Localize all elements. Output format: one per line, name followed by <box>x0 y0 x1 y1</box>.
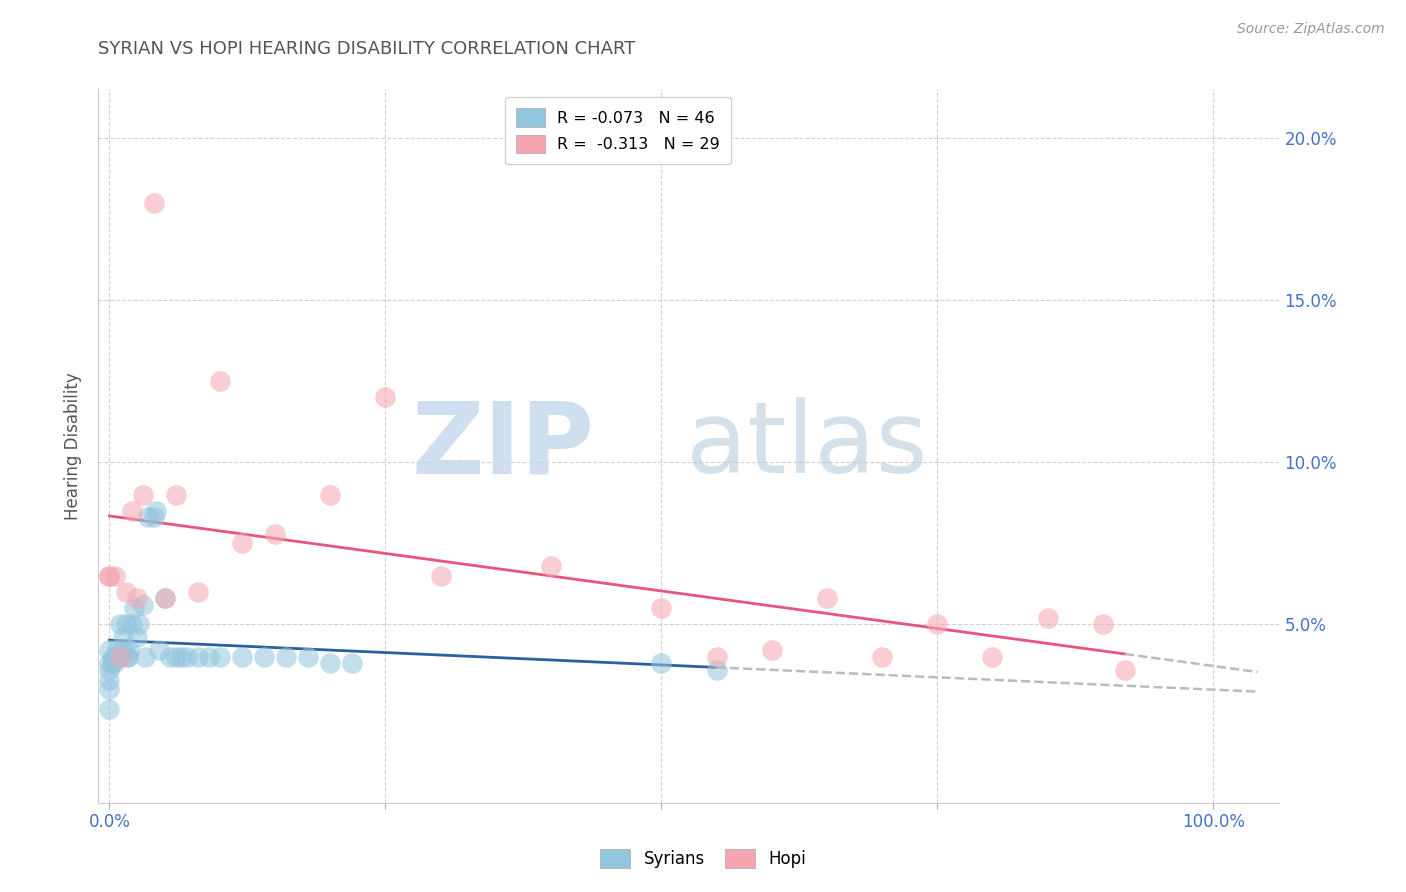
Point <box>374 390 396 404</box>
Legend: R = -0.073   N = 46, R =  -0.313   N = 29: R = -0.073 N = 46, R = -0.313 N = 29 <box>505 97 731 164</box>
Point <box>319 488 342 502</box>
Point <box>153 591 176 606</box>
Point <box>108 649 131 664</box>
Point <box>264 526 287 541</box>
Text: Source: ZipAtlas.com: Source: ZipAtlas.com <box>1237 22 1385 37</box>
Point <box>142 510 165 524</box>
Point <box>706 649 728 664</box>
Point <box>115 649 138 664</box>
Y-axis label: Hearing Disability: Hearing Disability <box>65 372 83 520</box>
Point <box>815 591 838 606</box>
Point <box>131 488 153 502</box>
Point <box>100 657 122 671</box>
Point <box>110 617 132 632</box>
Point <box>231 536 253 550</box>
Point <box>1036 611 1059 625</box>
Point <box>105 643 128 657</box>
Point <box>103 657 125 671</box>
Point <box>342 657 364 671</box>
Text: atlas: atlas <box>686 398 928 494</box>
Point <box>104 649 127 664</box>
Point <box>98 568 121 582</box>
Point <box>187 649 209 664</box>
Point <box>870 649 893 664</box>
Point <box>111 631 134 645</box>
Point <box>153 591 176 606</box>
Point <box>981 649 1004 664</box>
Point <box>122 601 145 615</box>
Point <box>253 649 276 664</box>
Point <box>98 643 121 657</box>
Point <box>98 673 121 687</box>
Point <box>165 649 187 664</box>
Point <box>319 657 342 671</box>
Point <box>134 649 156 664</box>
Legend: Syrians, Hopi: Syrians, Hopi <box>593 842 813 875</box>
Point <box>142 195 165 210</box>
Point <box>98 663 121 677</box>
Point <box>118 643 141 657</box>
Point <box>98 702 121 716</box>
Point <box>101 649 124 664</box>
Point <box>148 643 170 657</box>
Point <box>650 657 672 671</box>
Point <box>540 559 562 574</box>
Point <box>1114 663 1136 677</box>
Point <box>98 568 121 582</box>
Point <box>208 374 231 388</box>
Point <box>112 643 135 657</box>
Point <box>176 649 198 664</box>
Point <box>650 601 672 615</box>
Point <box>104 568 127 582</box>
Point <box>117 649 139 664</box>
Point <box>198 649 221 664</box>
Point <box>121 617 143 632</box>
Point <box>429 568 451 582</box>
Point <box>706 663 728 677</box>
Point <box>274 649 297 664</box>
Point <box>131 598 153 612</box>
Point <box>761 643 783 657</box>
Point <box>107 649 129 664</box>
Point <box>165 488 187 502</box>
Point <box>1091 617 1114 632</box>
Point <box>231 649 253 664</box>
Text: SYRIAN VS HOPI HEARING DISABILITY CORRELATION CHART: SYRIAN VS HOPI HEARING DISABILITY CORREL… <box>98 40 636 58</box>
Point <box>98 682 121 697</box>
Point <box>125 591 148 606</box>
Point <box>297 649 319 664</box>
Text: ZIP: ZIP <box>412 398 595 494</box>
Point <box>121 504 143 518</box>
Point <box>159 649 181 664</box>
Point <box>110 649 132 664</box>
Point <box>115 617 138 632</box>
Point <box>187 585 209 599</box>
Point <box>208 649 231 664</box>
Point <box>927 617 949 632</box>
Point <box>128 617 150 632</box>
Point <box>136 510 159 524</box>
Point <box>125 631 148 645</box>
Point <box>115 585 138 599</box>
Point <box>145 504 167 518</box>
Point <box>98 657 121 671</box>
Point <box>170 649 193 664</box>
